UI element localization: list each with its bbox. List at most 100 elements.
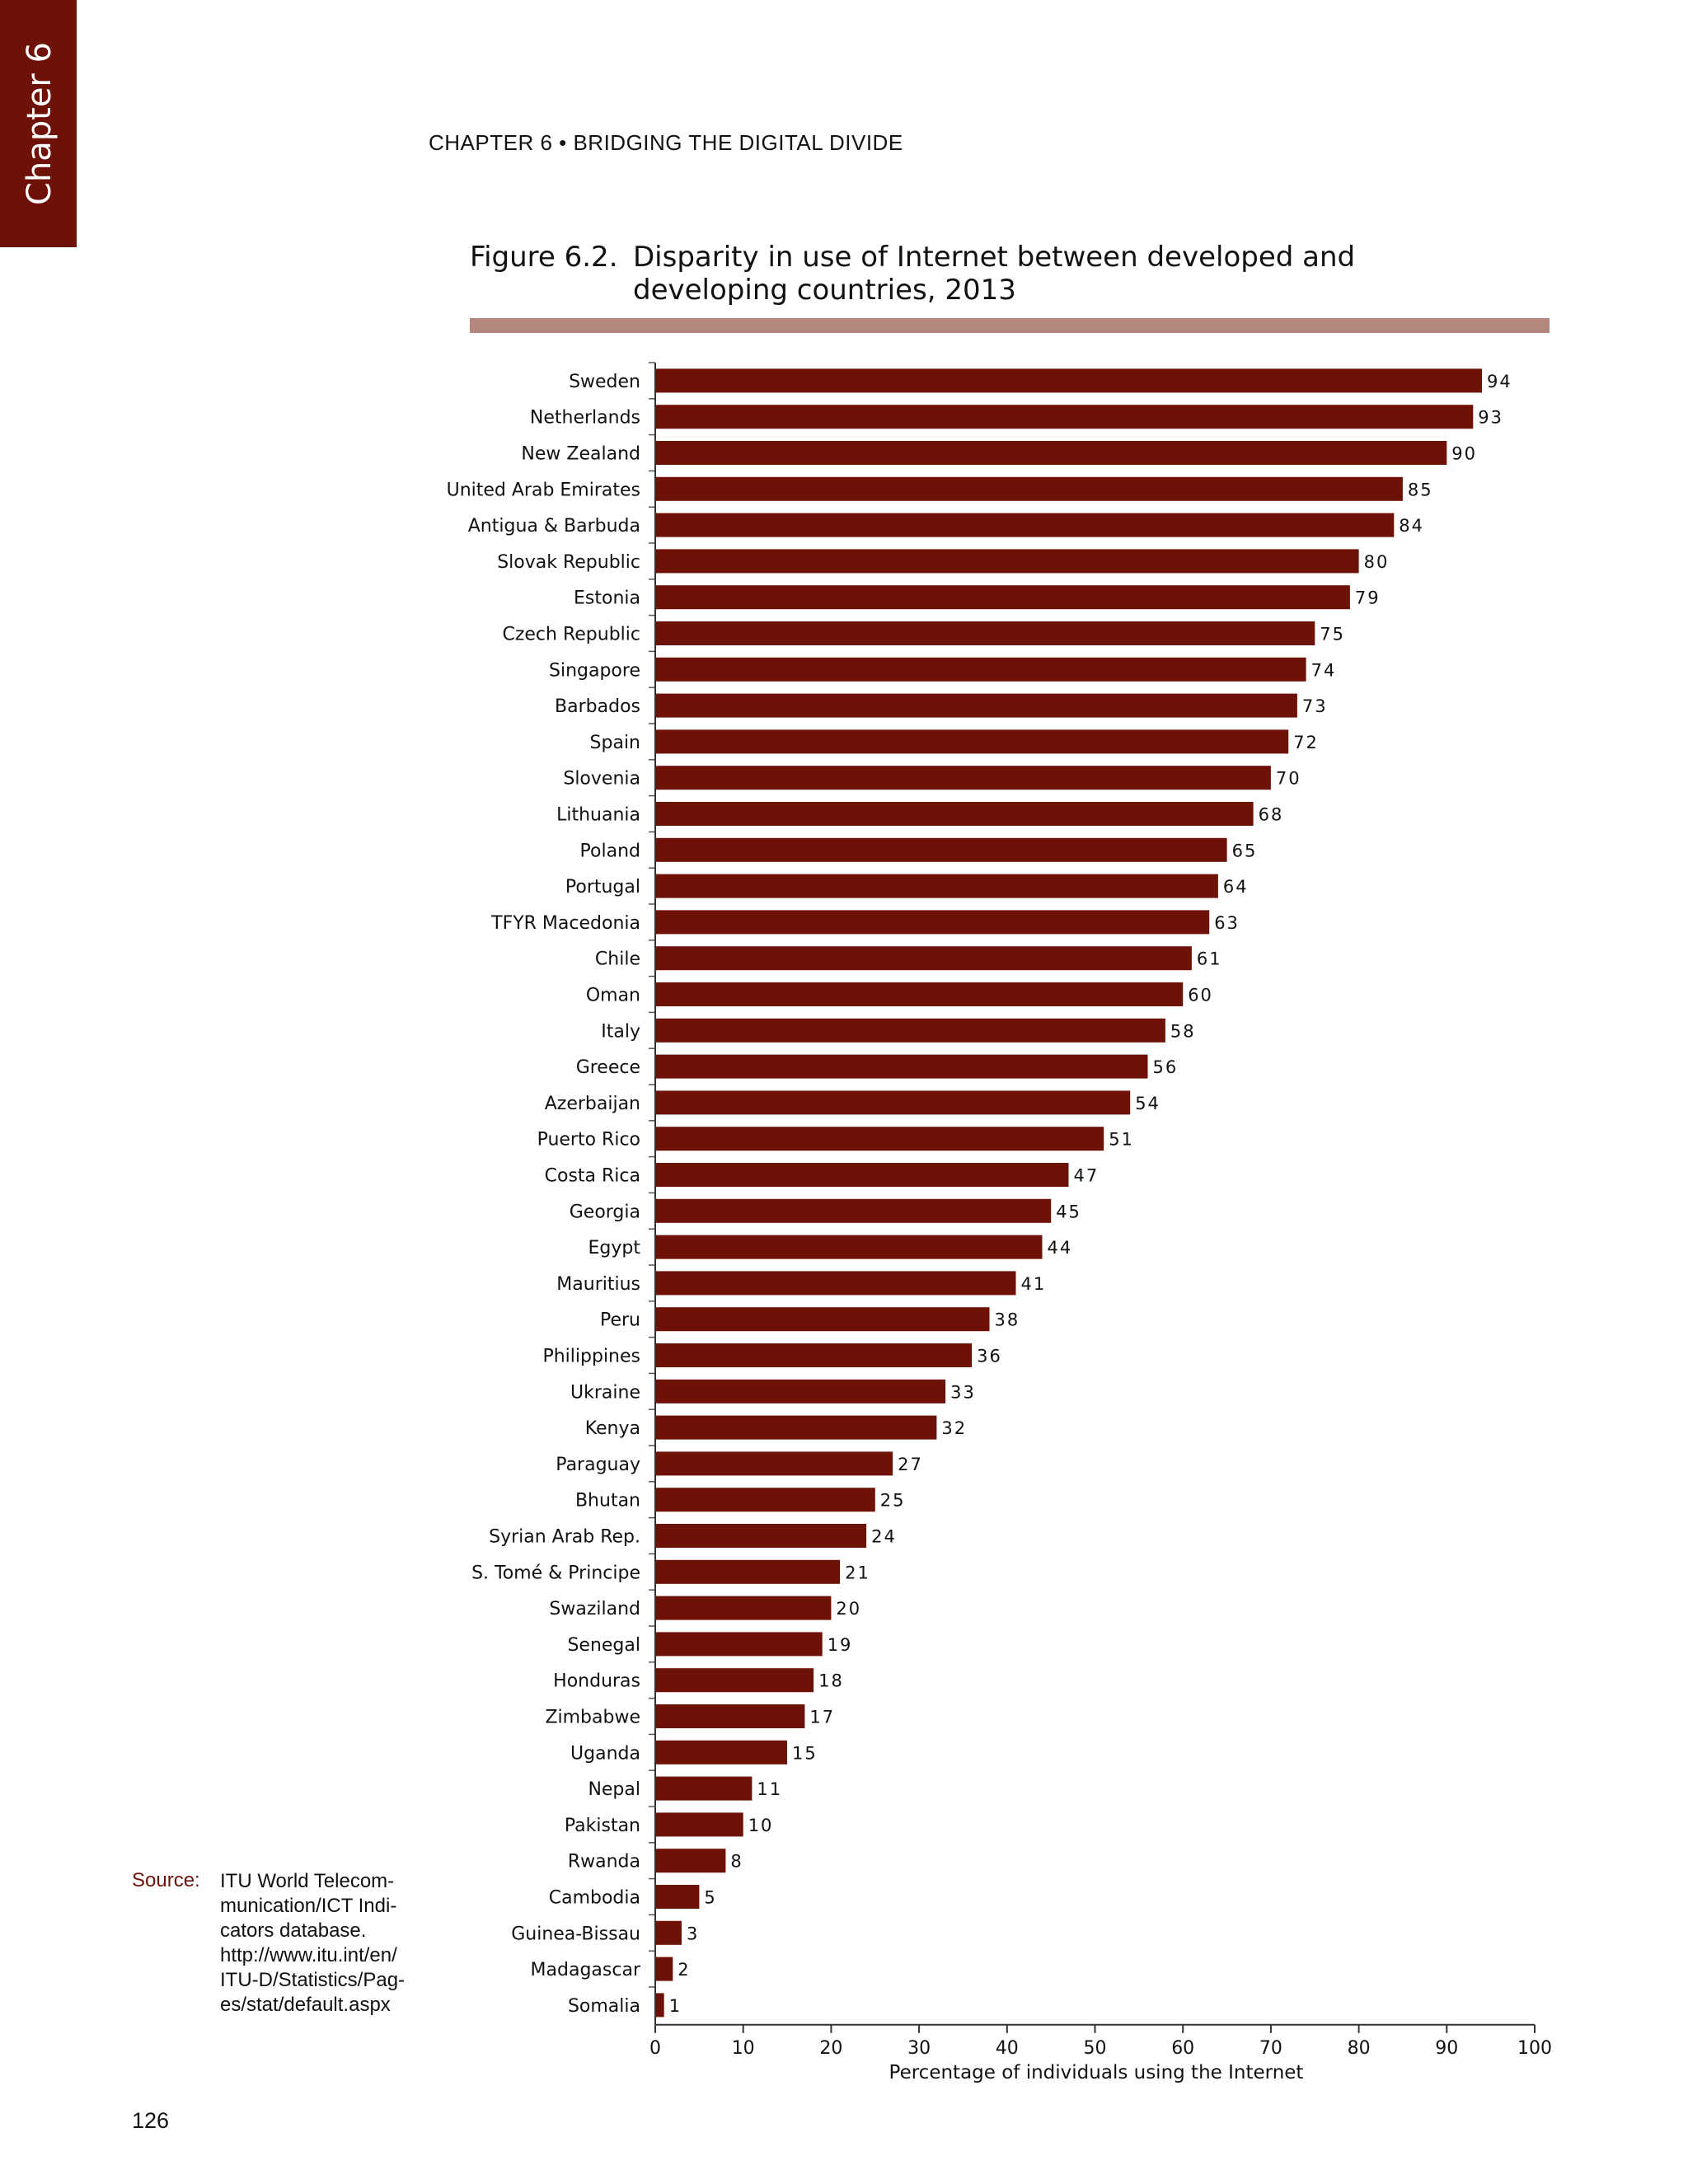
- category-label: Honduras: [553, 1671, 640, 1692]
- category-label: Ukraine: [570, 1382, 640, 1403]
- bar: [655, 477, 1403, 501]
- bar: [655, 1271, 1016, 1295]
- category-label: Nepal: [588, 1779, 640, 1800]
- data-label: 74: [1311, 660, 1337, 680]
- source-text: ITU World Telecom- munication/ICT Indi- …: [220, 1869, 443, 2018]
- category-label: Somalia: [568, 1996, 640, 2017]
- category-label: New Zealand: [521, 444, 640, 465]
- data-label: 68: [1259, 805, 1284, 825]
- chart-category-labels: Sweden Netherlands New Zealand United Arab …: [447, 372, 641, 2017]
- bar: [655, 729, 1288, 753]
- data-label: 58: [1170, 1021, 1196, 1041]
- data-label: 10: [748, 1816, 774, 1835]
- page-number: 126: [132, 2108, 169, 2134]
- bar: [655, 1921, 682, 1945]
- chart-bars: [655, 368, 1482, 2017]
- category-label: Portugal: [565, 877, 640, 898]
- data-label: 93: [1478, 408, 1503, 428]
- data-label: 65: [1232, 841, 1258, 860]
- data-label: 38: [995, 1310, 1020, 1330]
- category-label: Kenya: [585, 1418, 640, 1439]
- category-label: Madagascar: [531, 1960, 641, 1980]
- category-label: Senegal: [567, 1635, 640, 1656]
- category-label: Antigua & Barbuda: [468, 516, 640, 537]
- x-tick-label: 20: [819, 2038, 842, 2059]
- data-label: 73: [1302, 696, 1328, 716]
- data-label: 56: [1153, 1057, 1179, 1077]
- bar: [655, 1199, 1051, 1223]
- category-label: Netherlands: [530, 408, 640, 429]
- data-label: 5: [704, 1888, 716, 1908]
- x-tick-label: 10: [732, 2038, 755, 2059]
- bar: [655, 1524, 866, 1548]
- bar: [655, 1090, 1130, 1114]
- source-line: es/stat/default.aspx: [220, 1993, 443, 2018]
- source-line: http://www.itu.int/en/: [220, 1943, 443, 1968]
- category-label: Costa Rica: [545, 1166, 640, 1187]
- x-tick-label: 0: [649, 2038, 661, 2059]
- bar: [655, 910, 1209, 934]
- category-label: Czech Republic: [502, 625, 640, 645]
- data-label: 25: [880, 1491, 906, 1511]
- data-label: 2: [678, 1960, 690, 1980]
- category-label: Italy: [601, 1021, 640, 1042]
- bar: [655, 1343, 972, 1367]
- x-axis-label: Percentage of individuals using the Inte…: [889, 2062, 1304, 2083]
- x-tick-label: 100: [1517, 2038, 1552, 2059]
- data-label: 20: [836, 1599, 861, 1619]
- source-line: cators database.: [220, 1919, 443, 1943]
- data-label: 64: [1223, 877, 1249, 897]
- data-label: 17: [809, 1708, 835, 1727]
- x-tick-label: 40: [996, 2038, 1019, 2059]
- bar: [655, 441, 1447, 465]
- bar: [655, 1488, 875, 1511]
- category-label: Philippines: [542, 1347, 640, 1367]
- data-label: 41: [1021, 1274, 1047, 1294]
- data-label: 80: [1364, 552, 1390, 572]
- bar: [655, 1812, 743, 1836]
- bar: [655, 766, 1271, 790]
- data-label: 19: [828, 1635, 853, 1655]
- data-label: 60: [1188, 986, 1213, 1005]
- bar: [655, 621, 1315, 645]
- data-label: 75: [1320, 625, 1345, 644]
- category-label: Spain: [590, 733, 640, 753]
- source-line: ITU World Telecom-: [220, 1869, 443, 1894]
- bar: [655, 658, 1306, 682]
- category-label: TFYR Macedonia: [490, 913, 640, 934]
- data-label: 70: [1276, 769, 1301, 789]
- bar: [655, 838, 1227, 862]
- category-label: Singapore: [549, 660, 640, 681]
- bar: [655, 585, 1350, 609]
- data-label: 32: [941, 1418, 967, 1438]
- data-label: 84: [1399, 516, 1424, 536]
- category-label: Cambodia: [549, 1888, 640, 1909]
- bar: [655, 802, 1254, 826]
- bar: [655, 1704, 804, 1728]
- bar: [655, 549, 1359, 573]
- bar: [655, 1235, 1043, 1259]
- category-label: Azerbaijan: [545, 1094, 640, 1114]
- bar: [655, 1163, 1069, 1187]
- bar: [655, 1596, 831, 1620]
- category-label: Swaziland: [549, 1599, 640, 1619]
- data-label: 63: [1214, 913, 1240, 933]
- category-label: Paraguay: [556, 1455, 640, 1475]
- bar: [655, 1416, 936, 1440]
- bar: [655, 1777, 752, 1801]
- bar: [655, 1055, 1148, 1079]
- data-label: 47: [1074, 1166, 1100, 1186]
- x-tick-label: 30: [907, 2038, 931, 2059]
- category-label: Greece: [576, 1057, 640, 1078]
- category-label: Poland: [580, 841, 640, 861]
- data-label: 3: [687, 1924, 699, 1943]
- data-label: 33: [950, 1382, 976, 1402]
- bar: [655, 946, 1192, 970]
- bar: [655, 1127, 1104, 1151]
- category-label: Slovenia: [563, 769, 640, 790]
- category-label: Lithuania: [556, 805, 640, 826]
- bar: [655, 1993, 664, 2017]
- category-label: Sweden: [569, 372, 640, 392]
- bar: [655, 874, 1218, 898]
